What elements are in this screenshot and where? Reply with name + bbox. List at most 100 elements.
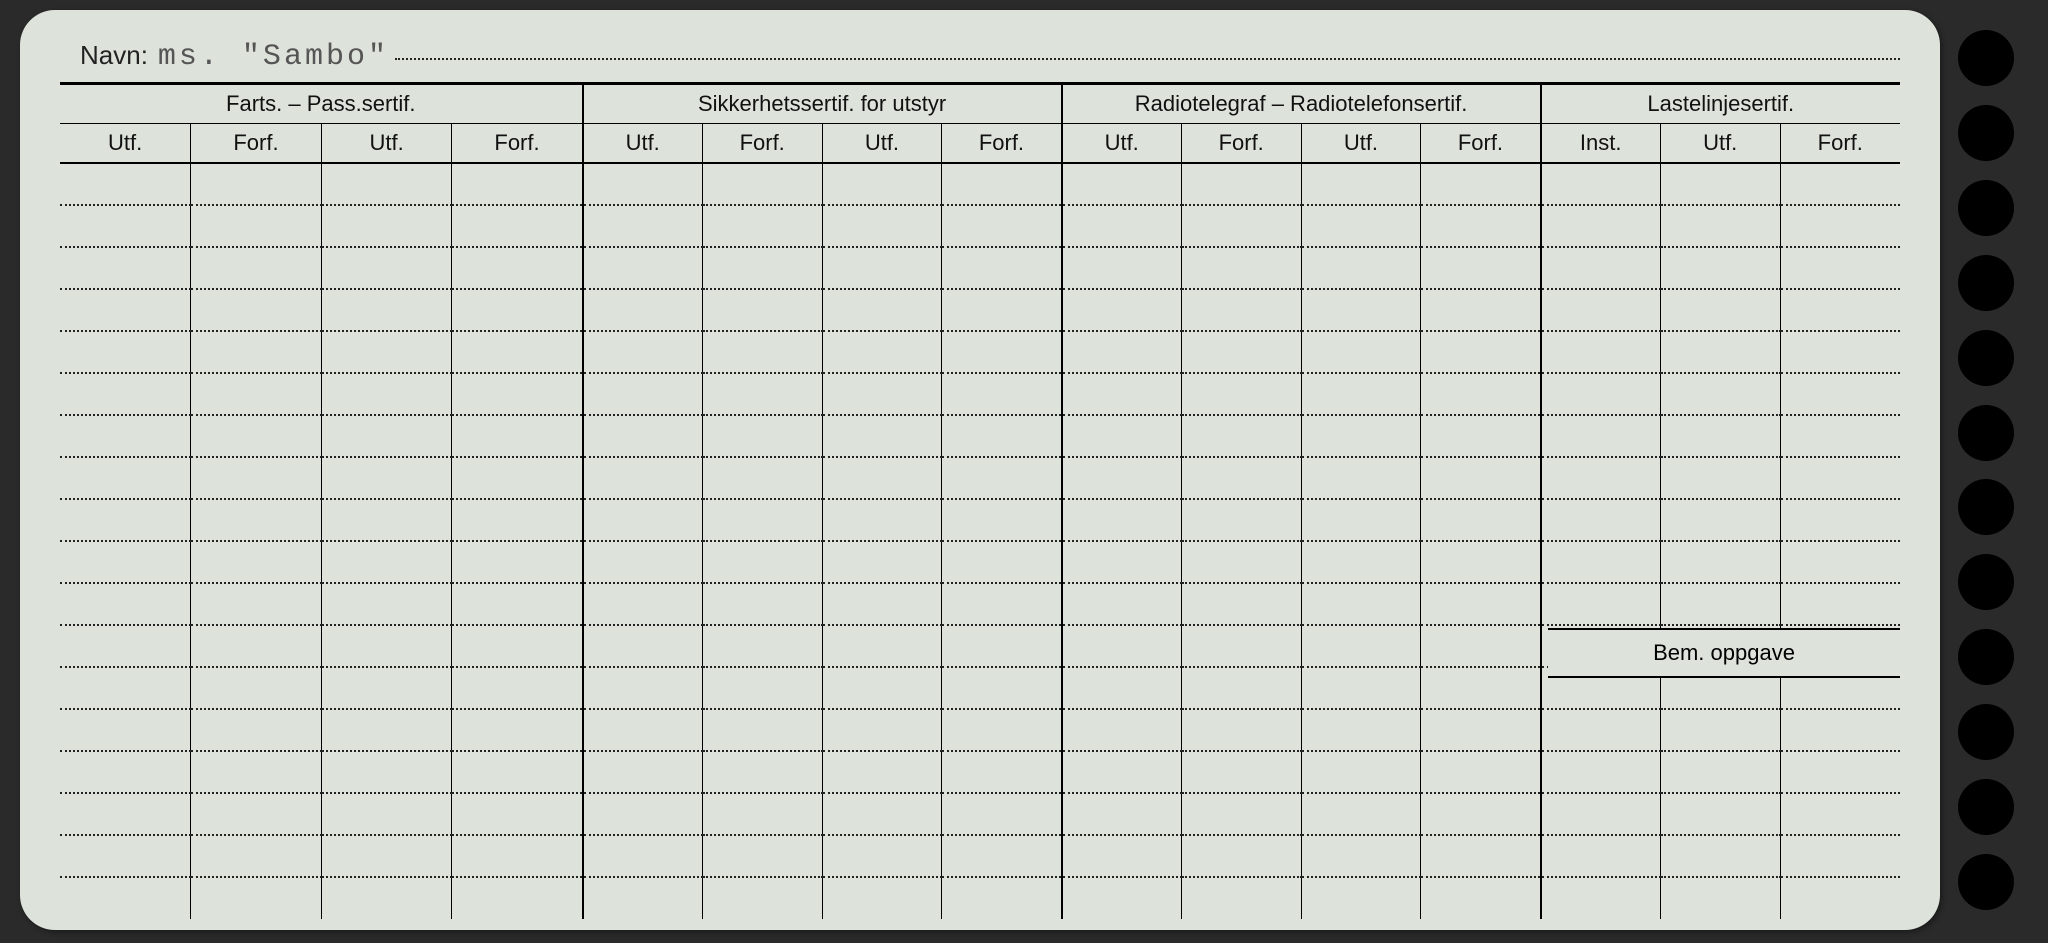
cell [1660,709,1780,751]
cell [1660,835,1780,877]
cell [1660,457,1780,499]
cell [1541,835,1661,877]
cell [60,583,191,625]
cell [1421,877,1541,919]
cell [60,625,191,667]
cell [1541,289,1661,331]
cell [1780,163,1900,205]
cell [583,751,703,793]
cell [1062,499,1182,541]
cell [822,877,942,919]
cell [1421,541,1541,583]
cell [1421,205,1541,247]
col-forf: Forf. [702,124,822,164]
cell [583,373,703,415]
cell [822,541,942,583]
cell [60,205,191,247]
hole-icon [1958,255,2014,311]
cell [1181,835,1301,877]
cell [1062,541,1182,583]
binder-holes [1958,30,2018,910]
cell [321,247,452,289]
col-forf: Forf. [1181,124,1301,164]
cell [452,709,583,751]
cell [452,499,583,541]
cell [1301,751,1421,793]
cell [1780,835,1900,877]
cell [1062,625,1182,667]
table-body [60,163,1900,919]
cell [1181,331,1301,373]
hole-icon [1958,479,2014,535]
cell [1181,457,1301,499]
table-row [60,331,1900,373]
cell [1780,205,1900,247]
cell [1421,499,1541,541]
table-row [60,457,1900,499]
cell [191,205,322,247]
hole-icon [1958,629,2014,685]
cell [1421,835,1541,877]
cell [1541,709,1661,751]
cell [1780,289,1900,331]
cell [60,877,191,919]
cell [702,835,822,877]
col-forf: Forf. [942,124,1062,164]
table-row [60,583,1900,625]
cell [191,457,322,499]
cell [191,667,322,709]
cell [1421,457,1541,499]
cell [321,751,452,793]
cell [321,331,452,373]
cell [702,877,822,919]
cell [583,625,703,667]
cell [1780,499,1900,541]
cell [1062,835,1182,877]
cell [60,289,191,331]
table-row [60,205,1900,247]
hole-icon [1958,779,2014,835]
cell [1541,793,1661,835]
cell [1062,289,1182,331]
cell [822,625,942,667]
cell [191,247,322,289]
cell [1421,373,1541,415]
col-utf: Utf. [583,124,703,164]
cell [1421,289,1541,331]
cell [583,247,703,289]
cell [1421,331,1541,373]
cell [1181,163,1301,205]
cell [452,373,583,415]
cell [321,877,452,919]
cell [702,751,822,793]
table-row [60,499,1900,541]
cell [321,667,452,709]
cell [452,751,583,793]
cell [60,331,191,373]
cell [942,751,1062,793]
cell [942,541,1062,583]
table-row [60,835,1900,877]
cell [1301,541,1421,583]
cell [1062,709,1182,751]
cell [583,499,703,541]
hole-icon [1958,554,2014,610]
cell [1660,751,1780,793]
cell [583,877,703,919]
cell [942,163,1062,205]
cell [942,499,1062,541]
cell [702,583,822,625]
cell [1780,247,1900,289]
cell [822,499,942,541]
hole-icon [1958,105,2014,161]
cell [1541,457,1661,499]
cell [452,457,583,499]
cell [60,667,191,709]
cell [191,583,322,625]
record-card: Navn: ms. "Sambo" Farts. – Pass.sertif. … [20,10,1940,930]
cell [583,331,703,373]
cell [1301,877,1421,919]
cell [583,583,703,625]
cell [1062,205,1182,247]
cell [942,373,1062,415]
